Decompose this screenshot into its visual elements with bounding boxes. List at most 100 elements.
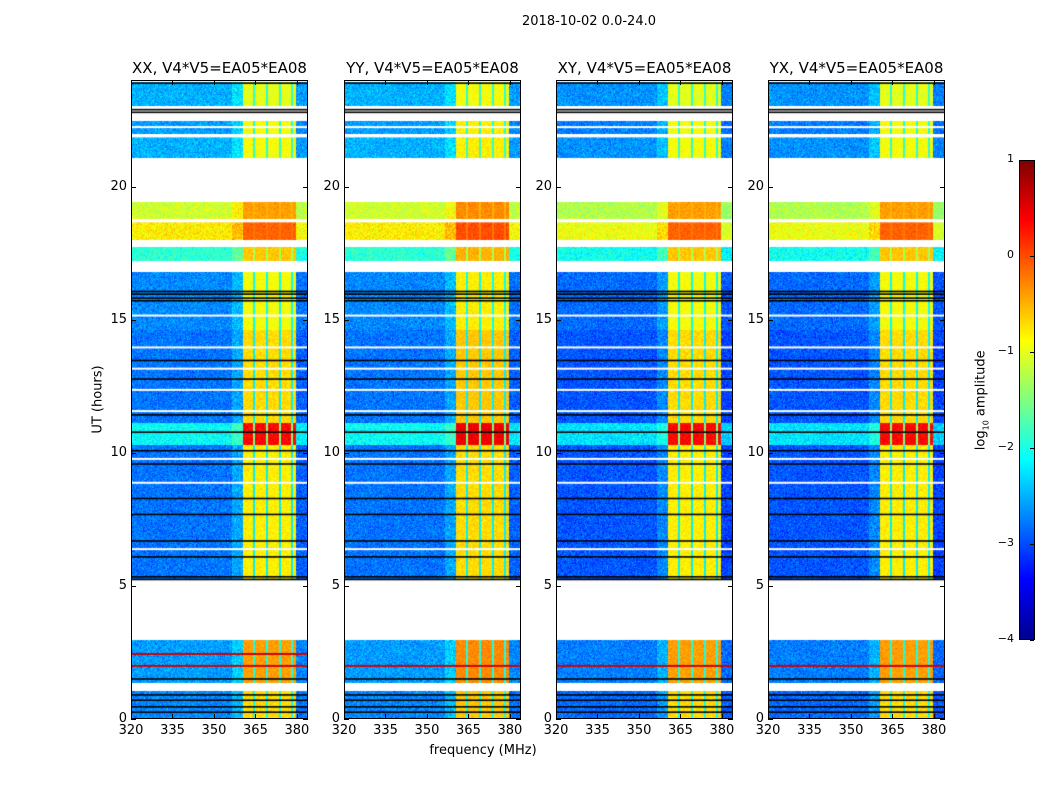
panel-title: XY, V4*V5=EA05*EA08 bbox=[557, 59, 732, 77]
colorbar bbox=[1019, 160, 1035, 640]
x-tick-label: 380 bbox=[921, 723, 947, 738]
x-tick-mark-top bbox=[385, 80, 387, 85]
x-tick-label: 335 bbox=[585, 723, 610, 738]
x-tick-label: 335 bbox=[373, 723, 398, 738]
waterfall-panel-3 bbox=[768, 80, 945, 719]
colorbar-label-rest: amplitude bbox=[973, 350, 989, 421]
y-tick-mark bbox=[344, 452, 349, 454]
figure-title: 2018-10-02 0.0-24.0 bbox=[522, 14, 656, 29]
waterfall-panel-0 bbox=[131, 80, 308, 719]
x-tick-mark bbox=[426, 714, 428, 719]
x-tick-label: 350 bbox=[201, 723, 227, 738]
x-tick-mark bbox=[680, 714, 682, 719]
y-tick-label: 0 bbox=[331, 711, 340, 726]
x-tick-label: 350 bbox=[414, 723, 440, 738]
x-axis-label: frequency (MHz) bbox=[429, 743, 537, 758]
waterfall-heatmap bbox=[769, 81, 944, 718]
y-tick-mark bbox=[131, 452, 136, 454]
y-tick-mark-right bbox=[728, 585, 733, 587]
y-tick-mark bbox=[556, 585, 561, 587]
y-tick-mark bbox=[131, 719, 136, 720]
colorbar-tick-mark bbox=[1030, 640, 1034, 641]
y-tick-mark bbox=[344, 719, 349, 720]
y-tick-mark-right bbox=[303, 452, 308, 454]
y-tick-label: 15 bbox=[535, 311, 552, 327]
y-tick-mark-right bbox=[303, 319, 308, 321]
y-tick-label: 5 bbox=[118, 577, 127, 593]
colorbar-tick-label: 1 bbox=[1007, 152, 1014, 165]
y-tick-mark-right bbox=[516, 452, 521, 454]
y-tick-label: 5 bbox=[543, 577, 552, 593]
x-tick-mark-top bbox=[680, 80, 682, 85]
y-tick-mark bbox=[344, 186, 349, 188]
x-tick-mark bbox=[809, 714, 811, 719]
x-tick-mark bbox=[850, 714, 852, 719]
y-tick-mark-right bbox=[516, 585, 521, 587]
x-tick-mark-top bbox=[721, 80, 723, 85]
x-tick-label: 380 bbox=[497, 723, 523, 738]
x-tick-mark bbox=[892, 714, 894, 719]
x-tick-mark-top bbox=[255, 80, 257, 85]
y-tick-mark bbox=[556, 719, 561, 720]
y-tick-label: 15 bbox=[747, 311, 764, 327]
y-tick-label: 15 bbox=[110, 311, 127, 327]
x-tick-mark bbox=[468, 714, 470, 719]
y-tick-mark-right bbox=[728, 319, 733, 321]
x-tick-mark-top bbox=[172, 80, 174, 85]
y-tick-mark-right bbox=[303, 585, 308, 587]
y-tick-mark-right bbox=[303, 719, 308, 720]
y-tick-label: 10 bbox=[323, 444, 340, 460]
y-tick-mark bbox=[768, 186, 773, 188]
x-tick-mark bbox=[213, 714, 215, 719]
y-tick-label: 0 bbox=[543, 711, 552, 726]
x-tick-label: 365 bbox=[880, 723, 905, 738]
x-tick-mark-top bbox=[426, 80, 428, 85]
y-tick-mark-right bbox=[516, 319, 521, 321]
y-tick-label: 0 bbox=[118, 711, 127, 726]
panel-title: YX, V4*V5=EA05*EA08 bbox=[769, 59, 944, 77]
waterfall-heatmap bbox=[557, 81, 732, 718]
y-tick-label: 10 bbox=[535, 444, 552, 460]
x-tick-label: 320 bbox=[331, 723, 357, 738]
x-tick-mark bbox=[172, 714, 174, 719]
x-tick-mark bbox=[597, 714, 599, 719]
x-tick-mark-top bbox=[597, 80, 599, 85]
colorbar-tick-mark bbox=[1030, 352, 1034, 353]
x-tick-mark-top bbox=[933, 80, 935, 85]
x-tick-label: 350 bbox=[838, 723, 864, 738]
x-tick-label: 320 bbox=[543, 723, 569, 738]
x-tick-mark bbox=[296, 714, 298, 719]
x-tick-mark-top bbox=[850, 80, 852, 85]
y-tick-mark-right bbox=[728, 452, 733, 454]
x-tick-mark bbox=[255, 714, 257, 719]
y-tick-mark bbox=[131, 585, 136, 587]
x-tick-mark-top bbox=[556, 80, 557, 85]
colorbar-tick-mark bbox=[1030, 256, 1034, 257]
colorbar-tick-label: −1 bbox=[997, 344, 1014, 357]
x-tick-label: 320 bbox=[118, 723, 144, 738]
y-tick-mark-right bbox=[728, 719, 733, 720]
y-tick-label: 5 bbox=[755, 577, 764, 593]
y-tick-mark bbox=[768, 719, 773, 720]
y-tick-label: 0 bbox=[755, 711, 764, 726]
waterfall-panel-2 bbox=[556, 80, 733, 719]
y-tick-mark bbox=[768, 585, 773, 587]
colorbar-tick-mark bbox=[1030, 448, 1034, 449]
x-tick-mark bbox=[721, 714, 723, 719]
waterfall-heatmap bbox=[345, 81, 520, 718]
x-tick-label: 380 bbox=[709, 723, 735, 738]
y-tick-label: 20 bbox=[535, 178, 552, 194]
y-tick-label: 10 bbox=[747, 444, 764, 460]
y-tick-mark-right bbox=[303, 186, 308, 188]
y-tick-mark bbox=[344, 319, 349, 321]
y-tick-mark-right bbox=[940, 452, 945, 454]
x-tick-mark bbox=[385, 714, 387, 719]
x-tick-label: 365 bbox=[456, 723, 481, 738]
y-tick-mark bbox=[556, 319, 561, 321]
panel-title: YY, V4*V5=EA05*EA08 bbox=[346, 59, 519, 77]
y-tick-label: 20 bbox=[747, 178, 764, 194]
colorbar-tick-mark bbox=[1030, 544, 1034, 545]
y-tick-mark-right bbox=[516, 719, 521, 720]
y-tick-mark bbox=[131, 186, 136, 188]
